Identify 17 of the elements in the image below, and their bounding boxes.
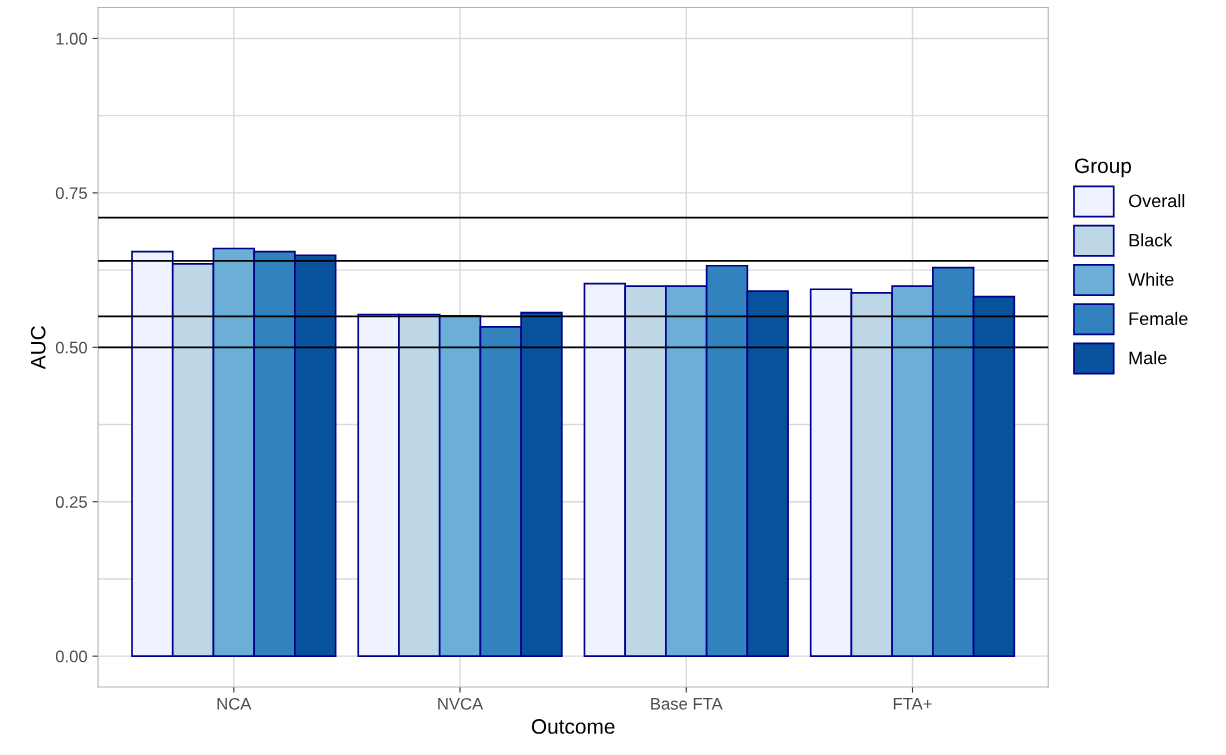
x-tick-label: FTA+ bbox=[893, 698, 932, 710]
x-tick-label: NCA bbox=[217, 697, 252, 710]
y-axis-title: AUC bbox=[30, 326, 46, 370]
x-tick-label: NVCA bbox=[438, 697, 484, 710]
legend-label: Overall bbox=[1129, 194, 1185, 208]
y-tick-label: 0.00 bbox=[55, 650, 88, 663]
y-tick-label: 0.75 bbox=[55, 187, 87, 200]
y-tick-label: 0.50 bbox=[55, 341, 88, 354]
legend-label: White bbox=[1128, 272, 1174, 286]
legend-label: Female bbox=[1129, 311, 1188, 326]
legend-label: Black bbox=[1129, 233, 1173, 247]
y-tick-label: 0.25 bbox=[55, 496, 87, 508]
y-tick-label: 1.00 bbox=[56, 32, 88, 45]
legend-label: Male bbox=[1129, 351, 1167, 365]
x-axis-title: Outcome bbox=[531, 719, 615, 734]
legend-title: Group bbox=[1075, 158, 1132, 178]
x-tick-label: Base FTA bbox=[651, 698, 723, 710]
